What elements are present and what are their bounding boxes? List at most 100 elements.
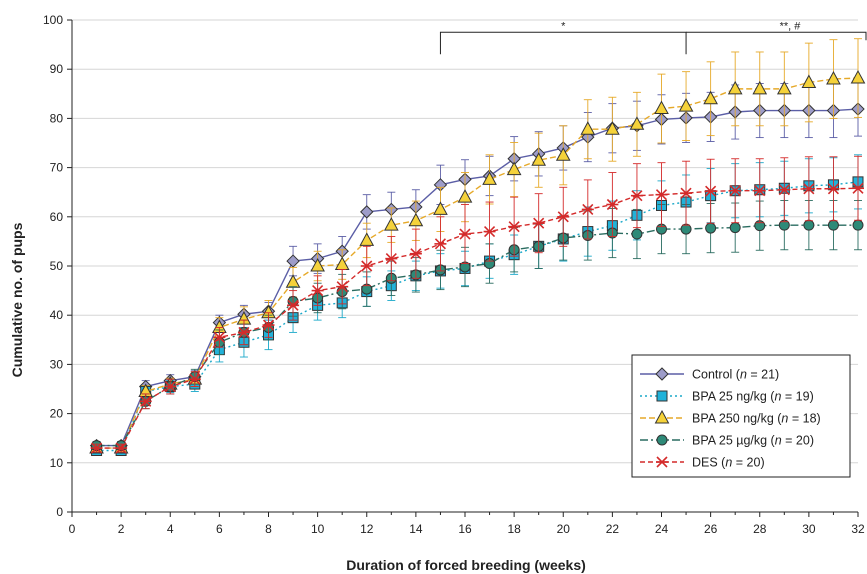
data-point [678, 98, 694, 112]
data-point [285, 274, 301, 288]
legend: Control (n = 21) BPA 25 ng/kg (n = 19) BPA… [631, 354, 851, 478]
series-star [90, 155, 864, 454]
series-layer [89, 38, 866, 456]
y-tick-label: 0 [56, 505, 63, 519]
data-point [139, 395, 152, 407]
y-tick-label: 90 [50, 62, 64, 76]
data-point [383, 217, 399, 231]
legend-marker [656, 456, 668, 468]
data-point [483, 225, 496, 238]
x-tick-label: 22 [606, 522, 620, 536]
significance-bracket [439, 31, 687, 55]
data-point [852, 219, 864, 231]
data-point [631, 228, 643, 240]
legend-label: BPA 25 µg/kg (n = 20) [692, 434, 814, 448]
data-point [508, 221, 521, 233]
data-point [188, 373, 201, 385]
y-tick-label: 30 [50, 357, 64, 371]
data-point [237, 326, 250, 338]
legend-label: DES (n = 20) [692, 456, 765, 470]
data-point [752, 80, 768, 95]
significance-brackets: * **, # [439, 20, 867, 55]
y-tick-label: 20 [50, 407, 64, 421]
x-tick-label: 16 [458, 522, 472, 536]
data-point [213, 331, 226, 343]
data-point [433, 201, 448, 215]
x-tick-label: 2 [118, 522, 125, 536]
series-triangle [89, 38, 866, 454]
data-point [581, 203, 594, 215]
data-point [705, 222, 717, 234]
y-tick-label: 100 [43, 13, 63, 27]
data-point [655, 189, 668, 201]
y-tick-label: 50 [50, 259, 64, 273]
y-tick-label: 40 [50, 308, 64, 322]
x-tick-label: 8 [265, 522, 272, 536]
significance-label: * [561, 20, 566, 32]
x-tick-label: 18 [507, 522, 521, 536]
x-axis-label: Duration of forced breeding (weeks) [346, 557, 586, 573]
data-point [729, 185, 742, 197]
y-tick-label: 10 [50, 456, 64, 470]
y-tick-label: 60 [50, 210, 64, 224]
legend-marker [654, 409, 670, 424]
legend-marker [656, 390, 668, 402]
data-point [359, 232, 375, 246]
data-point [408, 212, 424, 227]
data-point [580, 121, 596, 135]
legend-marker [656, 434, 668, 446]
data-point [457, 189, 473, 203]
legend-label: Control (n = 21) [692, 368, 779, 382]
data-point [115, 442, 128, 454]
data-point [827, 183, 840, 195]
x-tick-label: 0 [69, 522, 76, 536]
data-point [311, 285, 324, 297]
data-point [310, 257, 325, 272]
data-point [360, 260, 373, 272]
x-tick-label: 14 [409, 522, 423, 536]
x-tick-label: 12 [360, 522, 374, 536]
data-point [803, 219, 815, 231]
data-point [850, 70, 866, 84]
data-point [753, 185, 766, 197]
legend-label: BPA 250 ng/kg (n = 18) [692, 412, 821, 426]
data-point [605, 121, 620, 135]
x-tick-label: 28 [753, 522, 767, 536]
x-tick-label: 32 [851, 522, 865, 536]
data-point [506, 161, 522, 176]
data-point [630, 190, 643, 202]
data-point [557, 211, 570, 223]
data-point [802, 183, 815, 195]
x-tick-label: 6 [216, 522, 223, 536]
data-point [90, 442, 103, 454]
y-tick-label: 80 [50, 111, 64, 125]
x-tick-label: 26 [704, 522, 718, 536]
x-tick-label: 4 [167, 522, 174, 536]
data-point [409, 248, 422, 260]
data-point [778, 184, 791, 196]
data-point [606, 198, 619, 211]
data-point [385, 253, 398, 265]
data-point [629, 116, 645, 130]
data-point [703, 90, 718, 105]
x-tick-label: 20 [557, 522, 571, 536]
data-point [360, 205, 374, 219]
significance-bracket [686, 31, 867, 41]
data-point [459, 228, 471, 240]
x-tick-label: 30 [802, 522, 816, 536]
legend-box [631, 354, 851, 478]
data-point [532, 217, 545, 229]
data-point [827, 219, 839, 231]
y-axis-label: Cumulative no. of pups [9, 222, 25, 377]
data-point [482, 171, 497, 185]
data-point [262, 319, 275, 331]
data-point [287, 299, 300, 311]
significance-label: **, # [780, 20, 802, 32]
x-tick-label: 10 [311, 522, 325, 536]
data-point [680, 187, 693, 199]
data-point [727, 80, 743, 95]
data-point [434, 238, 447, 250]
data-point [336, 281, 349, 293]
